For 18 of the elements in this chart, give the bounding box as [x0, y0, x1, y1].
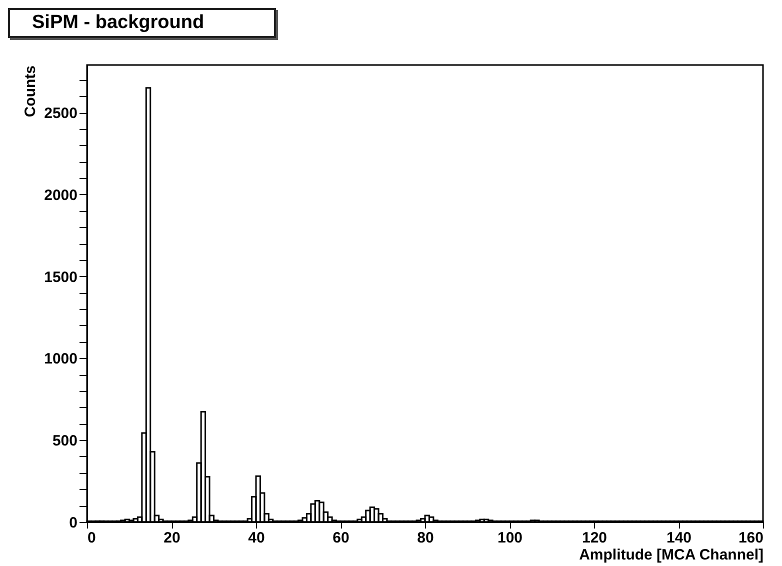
x-tick-label: 0: [88, 530, 96, 546]
y-tick-label: 2500: [44, 105, 78, 122]
x-tick-label: 40: [248, 530, 265, 546]
y-axis-title: Counts: [22, 66, 40, 118]
x-tick-label: 20: [164, 530, 180, 546]
x-tick-label: 120: [582, 530, 608, 546]
x-tick-label: 160: [738, 530, 764, 546]
y-tick-label: 2000: [44, 186, 78, 204]
x-tick-label: 140: [666, 530, 692, 546]
x-tick-label: 100: [497, 530, 523, 546]
x-tick-label: 60: [332, 530, 350, 546]
y-tick-label: 1500: [44, 268, 78, 286]
y-tick-label: 0: [69, 514, 78, 532]
x-axis-title: Amplitude [MCA Channel]: [579, 546, 764, 564]
chart-title: SiPM - background: [8, 8, 276, 38]
y-tick-label: 500: [52, 432, 78, 450]
x-tick-label: 80: [417, 530, 434, 546]
y-tick-label: 1000: [44, 350, 78, 368]
